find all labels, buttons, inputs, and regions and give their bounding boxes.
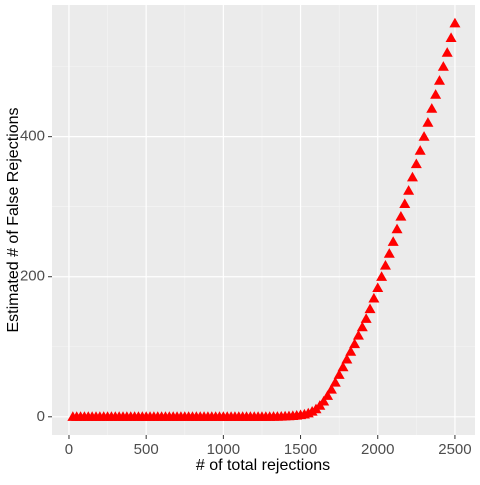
point (333, 369, 345, 379)
point (352, 330, 364, 340)
point (437, 61, 449, 71)
point (441, 47, 453, 57)
point (368, 292, 380, 303)
x-tick-label: 0 (65, 441, 73, 458)
x-tick-label: 500 (134, 441, 159, 458)
y-axis-title: Estimated # of False Rejections (5, 108, 22, 333)
point (360, 313, 372, 323)
point (433, 75, 445, 85)
point (426, 103, 438, 113)
point (414, 145, 426, 155)
point (341, 353, 353, 364)
point (329, 376, 341, 387)
point (430, 89, 442, 99)
point (387, 236, 399, 246)
y-tick-label: 200 (20, 268, 45, 285)
point (372, 282, 384, 293)
point (364, 303, 376, 314)
panel (52, 5, 475, 435)
point (410, 158, 422, 169)
point (318, 395, 330, 406)
x-tick-label: 2000 (361, 441, 394, 458)
x-tick-label: 1000 (207, 441, 240, 458)
point (345, 346, 357, 356)
x-tick-label: 2500 (438, 441, 471, 458)
x-tick-label: 1500 (284, 441, 317, 458)
point (449, 17, 461, 28)
point (379, 260, 391, 270)
point (383, 248, 395, 258)
y-tick-label: 0 (37, 408, 45, 425)
point (356, 321, 368, 332)
point (325, 383, 337, 394)
point (391, 223, 403, 234)
point (403, 185, 415, 195)
y-tick-label: 400 (20, 128, 45, 145)
point (349, 338, 361, 349)
x-axis-title: # of total rejections (196, 457, 330, 474)
point (418, 131, 430, 141)
point (376, 271, 388, 281)
point (422, 117, 434, 127)
point (395, 210, 407, 221)
point (406, 171, 418, 182)
point (445, 32, 457, 43)
point (337, 361, 349, 372)
point (322, 390, 334, 400)
point (399, 198, 411, 209)
